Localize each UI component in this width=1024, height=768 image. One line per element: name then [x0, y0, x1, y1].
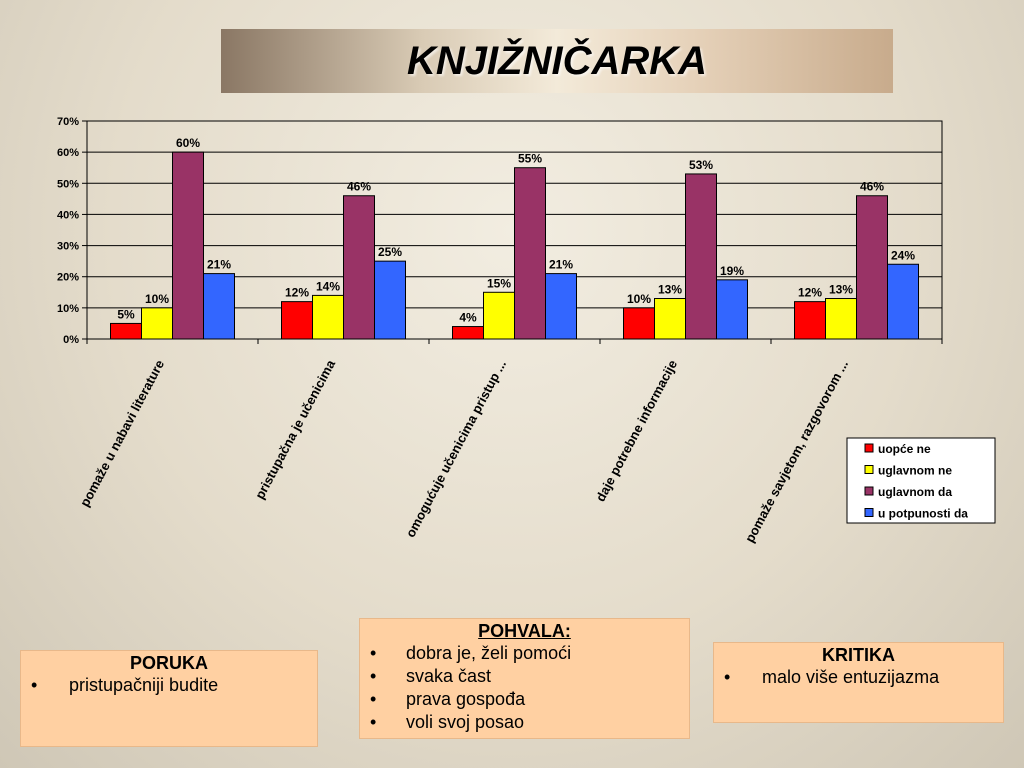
category-label: daje potrebne informacije [593, 357, 681, 504]
legend-swatch [864, 443, 874, 453]
pohvala-heading: POHVALA: [478, 621, 571, 641]
data-label: 12% [798, 286, 822, 300]
data-label: 12% [285, 286, 309, 300]
bar-chart: 0% 10% 20% 30% 40% 50% 60% 70% 5% 10% 60% 21% pomaže… [57, 116, 996, 545]
data-label: 13% [829, 283, 853, 297]
legend-label: u potpunosti da [878, 507, 968, 521]
data-label: 15% [487, 276, 511, 290]
y-tick-label: 40% [57, 209, 79, 221]
data-label: 24% [891, 248, 915, 262]
bar [483, 291, 515, 340]
legend-label: uglavnom da [878, 485, 952, 499]
legend-label: uopće ne [878, 442, 931, 456]
pohvala-item: svaka čast [360, 665, 689, 688]
legend-swatch [864, 486, 874, 496]
data-label: 10% [145, 292, 169, 306]
kritika-list: malo više entuzijazma [714, 666, 1003, 689]
pohvala-item: dobra je, želi pomoći [360, 642, 689, 665]
data-label: 25% [378, 245, 402, 259]
y-tick-label: 10% [57, 303, 79, 315]
bar [623, 307, 655, 340]
data-label: 13% [658, 283, 682, 297]
y-tick-label: 50% [57, 178, 79, 190]
y-tick-label: 60% [57, 147, 79, 159]
bar [374, 260, 406, 340]
bar [685, 173, 717, 340]
kritika-box: KRITIKA malo više entuzijazma [713, 642, 1004, 723]
category-label: pristupačna je učenicima [252, 357, 339, 502]
bar [716, 279, 748, 340]
bar [856, 195, 888, 340]
data-label: 14% [316, 279, 340, 293]
bar [110, 322, 142, 340]
data-label: 46% [860, 180, 884, 194]
y-tick-label: 0% [63, 334, 79, 346]
poruka-list: pristupačniji budite [21, 674, 317, 697]
legend-label: uglavnom ne [878, 464, 952, 478]
bar [545, 273, 577, 340]
data-label: 60% [176, 136, 200, 150]
data-label: 4% [459, 311, 477, 325]
bar [794, 301, 826, 340]
bar [343, 195, 375, 340]
kritika-item: malo više entuzijazma [714, 666, 1003, 689]
category-label: pomaže u nabavi literature [77, 357, 167, 509]
data-label: 5% [117, 307, 135, 321]
bar [514, 167, 546, 340]
legend-swatch [864, 508, 874, 517]
data-label: 55% [518, 152, 542, 166]
pohvala-item: voli svoj posao [360, 711, 689, 734]
data-label: 19% [720, 264, 744, 278]
pohvala-item: prava gospođa [360, 688, 689, 711]
kritika-heading: KRITIKA [822, 645, 895, 665]
bar [203, 273, 235, 340]
y-tick-label: 70% [57, 116, 79, 128]
bar [312, 294, 344, 340]
data-label: 21% [549, 258, 573, 272]
data-label: 46% [347, 180, 371, 194]
bar [141, 307, 173, 340]
bar [825, 298, 857, 340]
legend-swatch [864, 465, 874, 474]
category-label: pomaže savjetom, razgovorom ... [742, 357, 851, 545]
bar [172, 151, 204, 340]
slide-title: KNJIŽNIČARKA [407, 38, 707, 83]
bar [452, 326, 484, 340]
poruka-heading: PORUKA [129, 653, 208, 673]
poruka-box: PORUKA pristupačniji budite [20, 650, 318, 747]
bar [281, 301, 313, 340]
bar [654, 298, 686, 340]
data-label: 10% [627, 292, 651, 306]
pohvala-box: POHVALA: dobra je, želi pomoći svaka čas… [359, 618, 690, 739]
title-banner: KNJIŽNIČARKA [221, 29, 893, 93]
pohvala-list: dobra je, želi pomoći svaka čast prava g… [360, 642, 689, 734]
bar [887, 263, 919, 340]
data-label: 21% [207, 258, 231, 272]
poruka-item: pristupačniji budite [21, 674, 317, 697]
y-tick-label: 30% [57, 241, 79, 253]
category-label: omogućuje učenicima pristup ... [403, 357, 510, 539]
data-label: 53% [689, 158, 713, 172]
y-tick-label: 20% [57, 272, 79, 284]
